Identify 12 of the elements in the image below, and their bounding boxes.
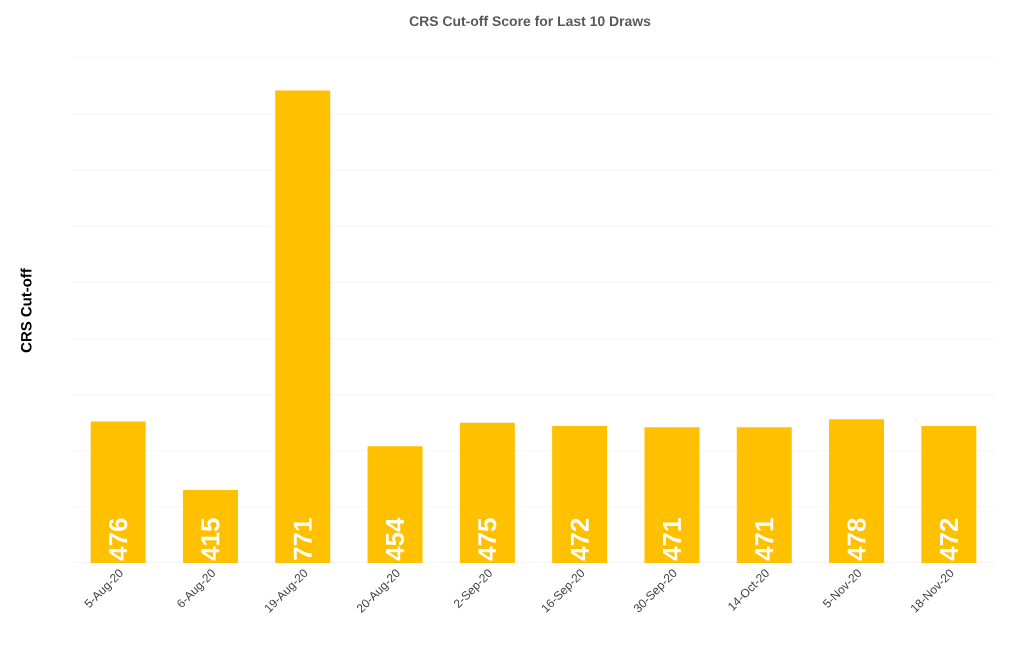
data-label: 471 bbox=[663, 518, 681, 561]
data-label: 454 bbox=[386, 517, 405, 561]
data-label: 476 bbox=[108, 518, 128, 561]
y-axis-title: CRS Cut-off bbox=[20, 268, 32, 353]
data-label: 472 bbox=[939, 518, 958, 561]
data-label: 478 bbox=[847, 518, 866, 561]
data-label: 475 bbox=[478, 518, 497, 561]
data-label: 771 bbox=[293, 518, 312, 560]
data-label: 415 bbox=[201, 518, 220, 561]
chart-title: CRS Cut-off Score for Last 10 Draws bbox=[409, 15, 651, 27]
data-label: 471 bbox=[755, 518, 774, 561]
data-label: 472 bbox=[570, 518, 589, 561]
